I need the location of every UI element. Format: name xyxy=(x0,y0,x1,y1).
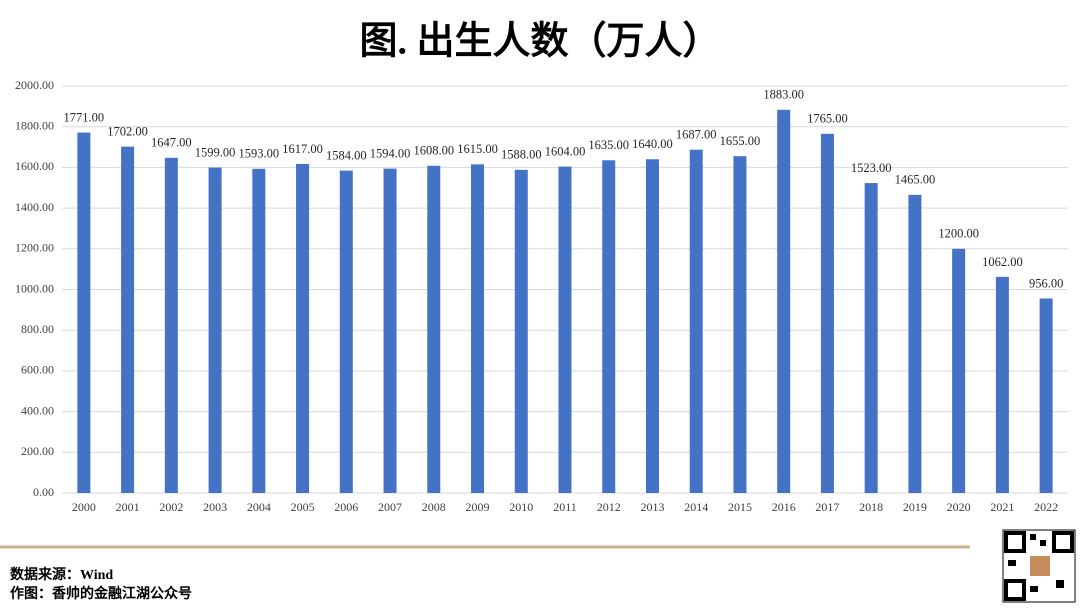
value-label: 1635.00 xyxy=(588,138,629,152)
value-label: 1608.00 xyxy=(413,144,454,158)
value-label: 1599.00 xyxy=(195,145,236,159)
bar xyxy=(952,248,966,493)
y-tick-label: 1200.00 xyxy=(15,241,54,255)
qr-code xyxy=(1002,529,1076,603)
value-label: 1640.00 xyxy=(632,137,673,151)
value-label: 1615.00 xyxy=(457,142,498,156)
x-tick-label: 2017 xyxy=(815,500,839,514)
value-label: 956.00 xyxy=(1029,276,1063,290)
x-tick-label: 2013 xyxy=(640,500,664,514)
bar xyxy=(427,165,441,493)
y-tick-label: 800.00 xyxy=(21,322,54,336)
bar xyxy=(645,159,659,493)
x-tick-label: 2001 xyxy=(116,500,140,514)
bar xyxy=(558,166,572,493)
chart-title: 图. 出生人数（万人） xyxy=(359,21,720,63)
value-label: 1465.00 xyxy=(895,173,936,187)
y-tick-label: 1400.00 xyxy=(15,200,54,214)
value-label: 1687.00 xyxy=(676,128,717,142)
y-tick-label: 1800.00 xyxy=(15,118,54,132)
value-label: 1647.00 xyxy=(151,136,192,150)
x-tick-label: 2022 xyxy=(1034,500,1058,514)
x-tick-label: 2002 xyxy=(159,500,183,514)
x-tick-label: 2008 xyxy=(422,500,446,514)
value-label: 1617.00 xyxy=(282,142,323,156)
bar xyxy=(77,132,91,493)
y-tick-label: 400.00 xyxy=(21,403,54,417)
value-label: 1062.00 xyxy=(982,255,1023,269)
bar xyxy=(208,167,222,493)
bar xyxy=(820,133,834,493)
bar xyxy=(514,169,528,494)
x-tick-label: 2020 xyxy=(947,500,971,514)
x-tick-label: 2006 xyxy=(334,500,358,514)
value-label: 1771.00 xyxy=(64,110,105,124)
value-label: 1584.00 xyxy=(326,149,367,163)
bar xyxy=(252,168,266,493)
bar xyxy=(383,168,397,493)
y-tick-label: 1600.00 xyxy=(15,159,54,173)
bar xyxy=(602,160,616,493)
y-tick-label: 0.00 xyxy=(33,485,54,499)
bar xyxy=(471,164,485,493)
bar xyxy=(777,109,791,493)
bar xyxy=(995,276,1009,493)
x-tick-label: 2021 xyxy=(990,500,1014,514)
value-label: 1523.00 xyxy=(851,161,892,175)
x-tick-label: 2009 xyxy=(466,500,490,514)
value-label: 1702.00 xyxy=(107,125,148,139)
x-tick-label: 2014 xyxy=(684,500,708,514)
x-tick-label: 2000 xyxy=(72,500,96,514)
value-label: 1588.00 xyxy=(501,148,542,162)
bar xyxy=(1039,298,1053,493)
author-note: 作图：香帅的金融江湖公众号 xyxy=(10,585,192,602)
bar xyxy=(296,163,310,494)
bar xyxy=(689,149,703,493)
bar xyxy=(733,156,747,493)
value-label: 1655.00 xyxy=(720,134,761,148)
bar xyxy=(164,157,178,493)
y-tick-label: 200.00 xyxy=(21,444,54,458)
x-tick-label: 2019 xyxy=(903,500,927,514)
value-label: 1593.00 xyxy=(239,147,280,161)
x-tick-label: 2007 xyxy=(378,500,402,514)
x-tick-label: 2012 xyxy=(597,500,621,514)
x-tick-label: 2003 xyxy=(203,500,227,514)
x-tick-label: 2004 xyxy=(247,500,271,514)
x-tick-label: 2016 xyxy=(772,500,796,514)
bar xyxy=(339,170,353,493)
value-label: 1604.00 xyxy=(545,144,586,158)
x-tick-label: 2018 xyxy=(859,500,883,514)
y-tick-label: 2000.00 xyxy=(15,78,54,92)
source-note: 数据来源：Wind xyxy=(10,566,113,583)
value-label: 1594.00 xyxy=(370,146,411,160)
value-label: 1200.00 xyxy=(938,227,979,241)
x-tick-label: 2011 xyxy=(553,500,577,514)
bar xyxy=(121,146,135,493)
x-tick-label: 2005 xyxy=(291,500,315,514)
x-tick-label: 2015 xyxy=(728,500,752,514)
x-tick-label: 2010 xyxy=(509,500,533,514)
y-tick-label: 1000.00 xyxy=(15,281,54,295)
bar xyxy=(908,194,922,493)
y-tick-label: 600.00 xyxy=(21,363,54,377)
value-label: 1765.00 xyxy=(807,112,848,126)
bar xyxy=(864,183,878,493)
value-label: 1883.00 xyxy=(763,88,804,102)
